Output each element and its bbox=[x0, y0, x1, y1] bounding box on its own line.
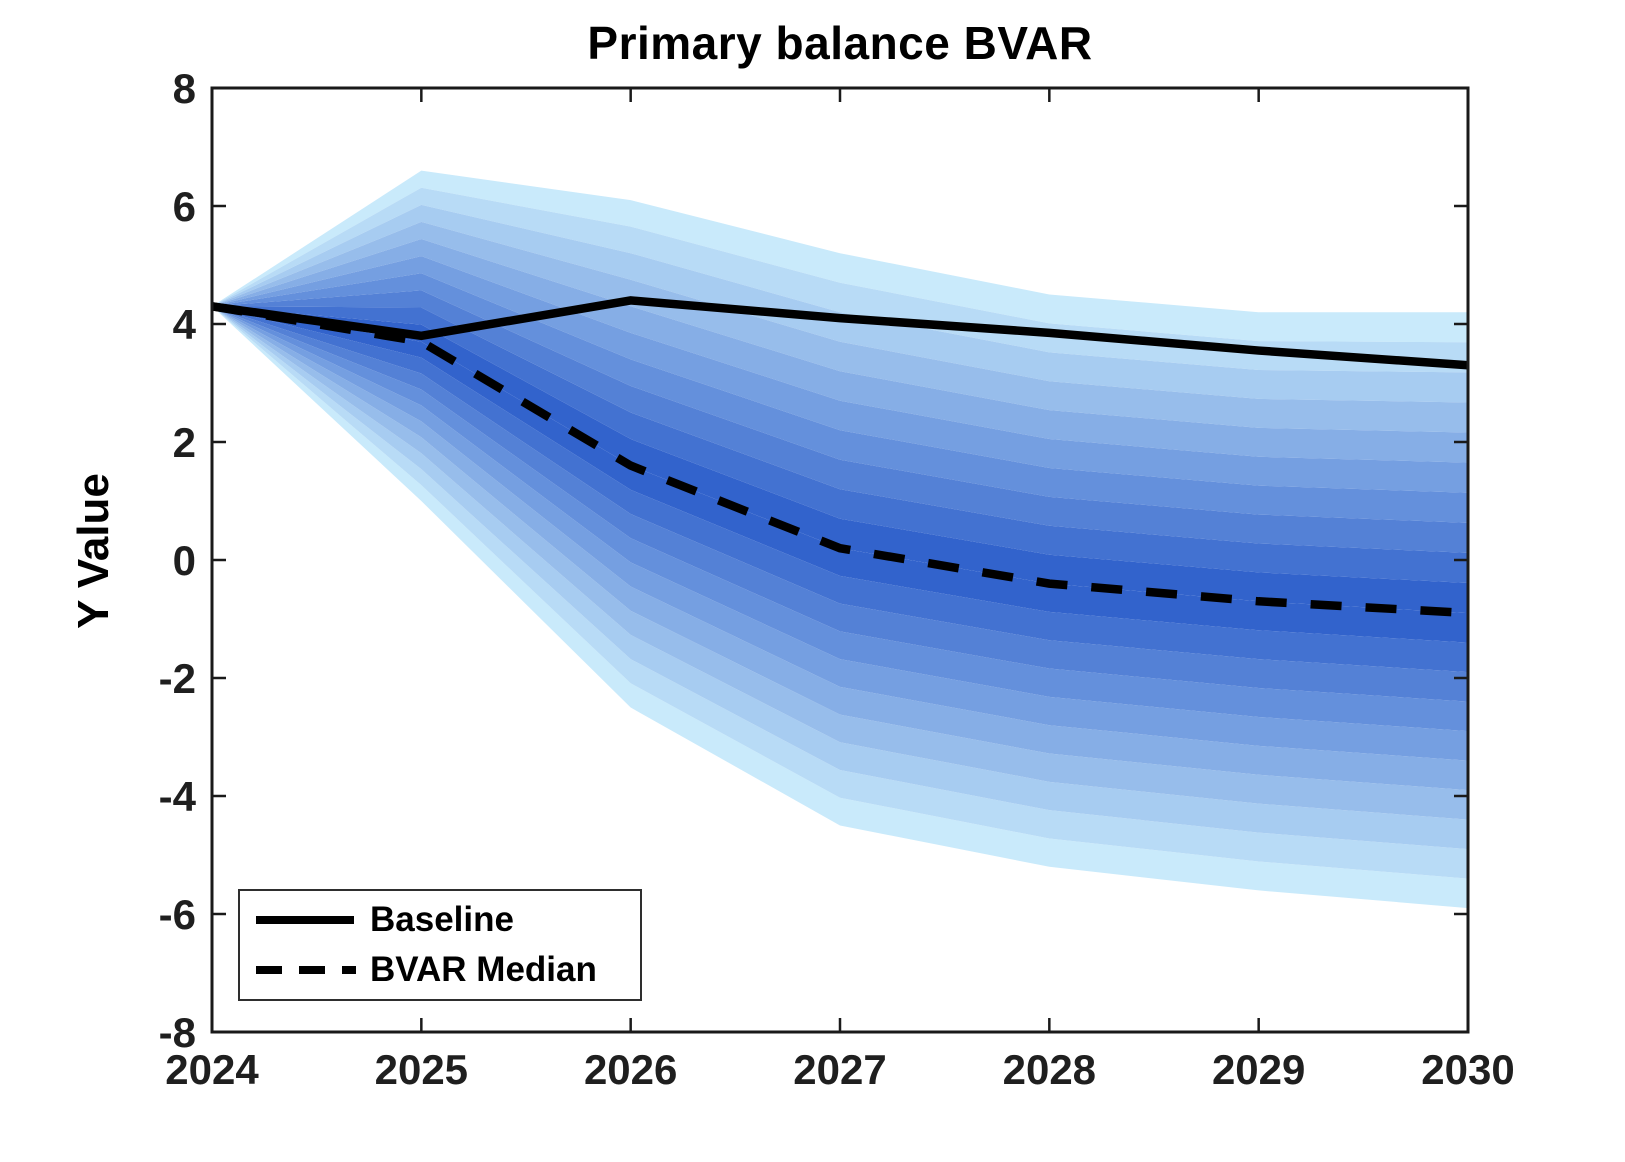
fan-band-lower bbox=[212, 306, 1468, 643]
y-tick-label: 2 bbox=[173, 419, 196, 466]
fan-band-upper bbox=[212, 306, 1468, 614]
fan-band-upper bbox=[212, 306, 1468, 584]
fan-band-lower bbox=[212, 306, 1468, 761]
fan-band-upper bbox=[212, 221, 1468, 433]
bvar-median-line bbox=[211, 302, 1469, 618]
x-tick-label: 2029 bbox=[1212, 1046, 1305, 1093]
baseline-line-sample-icon bbox=[256, 916, 354, 925]
fan-band-lower bbox=[212, 306, 1468, 673]
y-tick-label: 4 bbox=[173, 301, 197, 348]
legend-label-bvar-median: BVAR Median bbox=[370, 949, 597, 989]
fan-band-upper bbox=[212, 170, 1468, 343]
legend-item-baseline: Baseline bbox=[254, 900, 640, 940]
x-tick-label: 2025 bbox=[375, 1046, 468, 1093]
fan-band-upper bbox=[212, 290, 1468, 553]
chart-title: Primary balance BVAR bbox=[587, 17, 1093, 69]
fan-band-upper bbox=[212, 204, 1468, 403]
y-tick-label: -2 bbox=[159, 655, 196, 702]
y-tick-label: -6 bbox=[159, 891, 196, 938]
y-tick-label: 0 bbox=[173, 537, 196, 584]
x-tick-label: 2024 bbox=[165, 1046, 259, 1093]
legend-label-baseline: Baseline bbox=[370, 900, 514, 940]
x-tick-label: 2030 bbox=[1421, 1046, 1514, 1093]
x-tick-label: 2027 bbox=[793, 1046, 886, 1093]
fan-band-upper bbox=[212, 239, 1468, 463]
x-tick-label: 2028 bbox=[1003, 1046, 1096, 1093]
x-tick-label: 2026 bbox=[584, 1046, 677, 1093]
bvar-median-line-sample-icon bbox=[256, 965, 356, 974]
fan-band-lower bbox=[212, 306, 1468, 820]
baseline-line bbox=[211, 296, 1469, 370]
legend-item-bvar-median: BVAR Median bbox=[254, 950, 640, 990]
y-tick-label: -8 bbox=[159, 1009, 196, 1056]
y-tick-label: -4 bbox=[159, 773, 197, 820]
fan-band-lower bbox=[212, 306, 1468, 791]
legend: Baseline BVAR Median bbox=[238, 889, 642, 1001]
fan-band-lower bbox=[212, 306, 1468, 732]
fan-band-lower bbox=[212, 306, 1468, 702]
y-tick-label: 8 bbox=[173, 65, 196, 112]
y-tick-label: 6 bbox=[173, 183, 196, 230]
fan-band-upper bbox=[212, 273, 1468, 523]
